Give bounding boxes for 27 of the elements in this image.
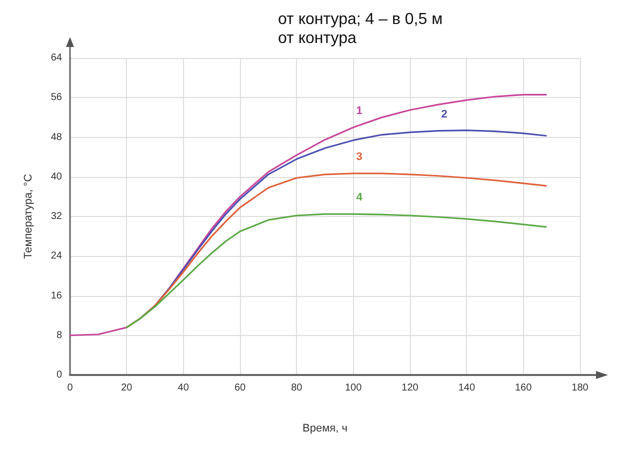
y-tick-label: 0: [56, 370, 62, 380]
x-tick-label: 20: [121, 382, 133, 394]
y-tick-label: 48: [50, 132, 62, 143]
y-tick-label: 40: [50, 171, 62, 182]
x-tick-label: 120: [402, 382, 419, 394]
x-axis-title: Время, ч: [302, 422, 348, 434]
x-tick-label: 60: [234, 382, 246, 394]
y-tick-label: 8: [56, 330, 62, 341]
x-tick-label: 140: [458, 382, 476, 394]
y-tick-label: 16: [50, 290, 62, 302]
series-label: 3: [356, 150, 362, 163]
x-tick-label: 100: [344, 382, 362, 394]
series-label: 1: [356, 104, 362, 117]
x-tick-label: 80: [291, 382, 303, 394]
y-tick-label: 32: [50, 211, 62, 222]
y-tick-label: 64: [50, 52, 62, 64]
y-tick-label: 24: [50, 250, 62, 262]
y-tick-label: 56: [50, 92, 62, 104]
line-series: [126, 213, 547, 328]
chart-title: от контура; 4 – в 0,5 м от контура: [278, 11, 443, 47]
x-tick-label: 40: [178, 382, 190, 394]
x-tick-label: 180: [572, 382, 589, 394]
y-axis-title: Температура, °С: [22, 174, 34, 260]
x-tick-label: 160: [514, 382, 532, 394]
x-tick-label: 0: [67, 382, 74, 394]
series-label: 4: [356, 192, 364, 204]
series-label: 2: [441, 108, 448, 120]
